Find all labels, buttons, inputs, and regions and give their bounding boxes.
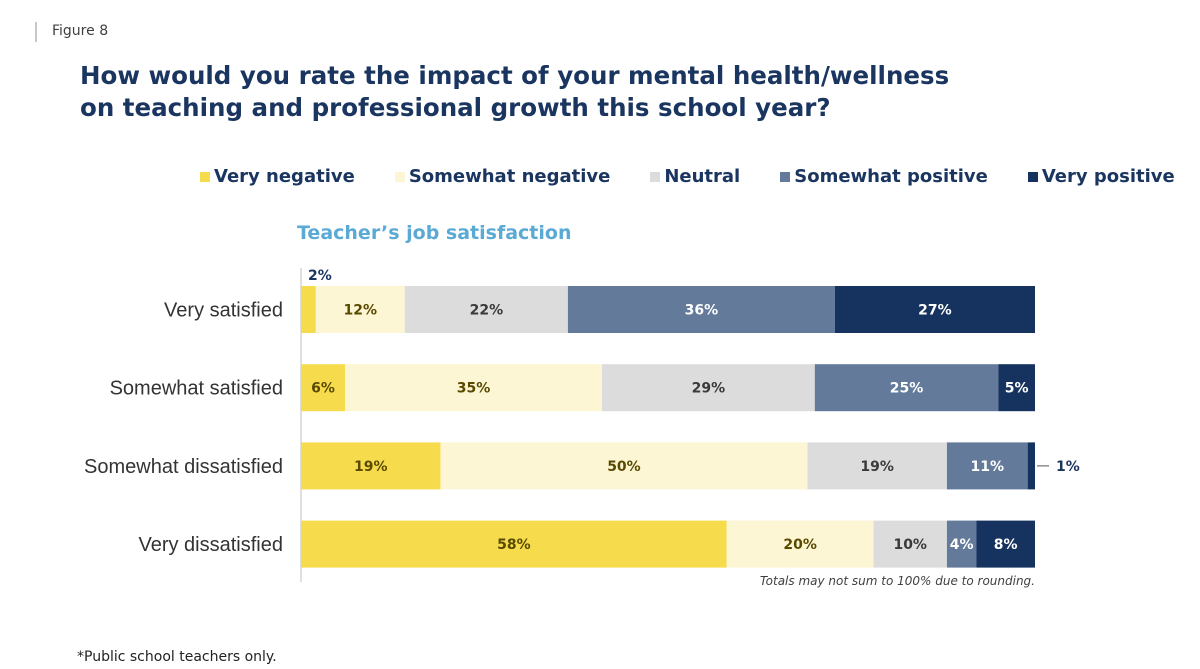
data-label-very-satisfied-very-negative: 2% bbox=[308, 268, 332, 284]
bar-somewhat-satisfied-somewhat-negative bbox=[345, 364, 602, 412]
data-label-somewhat-satisfied-somewhat-positive: 25% bbox=[890, 381, 924, 397]
legend-item-somewhat-positive: Somewhat positive bbox=[780, 166, 988, 187]
data-label-very-dissatisfied-somewhat-positive: 4% bbox=[950, 537, 974, 553]
bar-very-satisfied-very-negative bbox=[301, 286, 316, 333]
data-label-somewhat-satisfied-very-negative: 6% bbox=[311, 381, 335, 397]
legend-label-neutral: Neutral bbox=[664, 166, 741, 187]
rounding-footnote: Totals may not sum to 100% due to roundi… bbox=[759, 574, 1035, 588]
data-label-very-satisfied-somewhat-positive: 36% bbox=[685, 303, 719, 319]
data-label-somewhat-dissatisfied-somewhat-negative: 50% bbox=[607, 459, 641, 475]
data-label-somewhat-dissatisfied-very-positive: 1% bbox=[1056, 459, 1080, 475]
legend-item-somewhat-negative: Somewhat negative bbox=[394, 166, 611, 187]
legend-item-neutral: Neutral bbox=[650, 166, 740, 187]
data-label-somewhat-satisfied-somewhat-negative: 35% bbox=[457, 381, 491, 397]
legend-label-somewhat-negative: Somewhat negative bbox=[408, 166, 611, 187]
figure-label-marker bbox=[35, 22, 37, 42]
bar-very-dissatisfied-neutral bbox=[873, 520, 947, 568]
data-label-very-satisfied-very-positive: 27% bbox=[918, 303, 952, 319]
figure-label: Figure 8 bbox=[52, 23, 109, 39]
legend-swatch-very-positive bbox=[1027, 171, 1038, 182]
legend-swatch-very-negative bbox=[200, 171, 210, 182]
legend-item-very-negative: Very negative bbox=[200, 166, 355, 187]
bar-very-dissatisfied-somewhat-negative bbox=[726, 520, 874, 568]
data-label-somewhat-dissatisfied-very-negative: 19% bbox=[354, 459, 388, 475]
chart-title-line-2: on teaching and professional growth this… bbox=[80, 93, 831, 122]
bar-very-satisfied-neutral bbox=[404, 286, 568, 333]
data-label-somewhat-dissatisfied-neutral: 19% bbox=[860, 459, 894, 475]
chart-title: How would you rate the impact of your me… bbox=[80, 60, 949, 124]
population-note: *Public school teachers only. bbox=[77, 649, 277, 665]
bar-somewhat-dissatisfied-neutral bbox=[807, 442, 947, 490]
legend-swatch-somewhat-positive bbox=[780, 171, 791, 182]
category-label-very-satisfied: Very satisfied bbox=[164, 300, 283, 322]
legend-item-very-positive: Very positive bbox=[1027, 166, 1175, 187]
bar-very-dissatisfied-very-positive bbox=[976, 520, 1035, 568]
legend: Very negative Somewhat negative Neutral … bbox=[200, 166, 1175, 187]
bar-somewhat-dissatisfied-somewhat-positive bbox=[946, 442, 1028, 490]
bar-somewhat-dissatisfied-very-negative bbox=[301, 442, 441, 490]
bar-somewhat-dissatisfied-somewhat-negative bbox=[440, 442, 808, 490]
category-label-somewhat-satisfied: Somewhat satisfied bbox=[110, 378, 283, 400]
bar-very-dissatisfied-somewhat-positive bbox=[946, 520, 977, 568]
bar-very-satisfied-somewhat-negative bbox=[315, 286, 405, 333]
legend-swatch-neutral bbox=[650, 171, 661, 182]
legend-label-very-negative: Very negative bbox=[214, 166, 355, 187]
data-label-somewhat-dissatisfied-somewhat-positive: 11% bbox=[971, 459, 1005, 475]
data-label-somewhat-satisfied-very-positive: 5% bbox=[1005, 381, 1029, 397]
category-label-somewhat-dissatisfied: Somewhat dissatisfied bbox=[84, 456, 283, 478]
category-label-very-dissatisfied: Very dissatisfied bbox=[138, 534, 283, 556]
bar-very-satisfied-very-positive bbox=[834, 286, 1035, 333]
data-label-very-satisfied-somewhat-negative: 12% bbox=[344, 303, 378, 319]
bar-somewhat-satisfied-very-negative bbox=[301, 364, 346, 412]
bar-somewhat-satisfied-somewhat-positive bbox=[814, 364, 999, 412]
legend-swatch-somewhat-negative bbox=[394, 171, 405, 182]
bar-very-dissatisfied-very-negative bbox=[301, 520, 727, 568]
bar-somewhat-satisfied-neutral bbox=[601, 364, 815, 412]
bar-somewhat-satisfied-very-positive bbox=[998, 364, 1035, 412]
data-label-very-dissatisfied-neutral: 10% bbox=[893, 537, 927, 553]
bar-somewhat-dissatisfied-very-positive bbox=[1027, 442, 1035, 490]
legend-label-somewhat-positive: Somewhat positive bbox=[794, 166, 988, 187]
data-label-somewhat-satisfied-neutral: 29% bbox=[692, 381, 726, 397]
chart-title-line-1: How would you rate the impact of your me… bbox=[80, 61, 950, 90]
data-label-very-dissatisfied-very-negative: 58% bbox=[497, 537, 531, 553]
data-label-very-satisfied-neutral: 22% bbox=[470, 303, 504, 319]
bar-very-satisfied-somewhat-positive bbox=[567, 286, 835, 333]
chart-subtitle: Teacher’s job satisfaction bbox=[297, 222, 572, 244]
data-label-very-dissatisfied-somewhat-negative: 20% bbox=[783, 537, 817, 553]
legend-label-very-positive: Very positive bbox=[1041, 166, 1175, 187]
data-label-very-dissatisfied-very-positive: 8% bbox=[994, 537, 1018, 553]
